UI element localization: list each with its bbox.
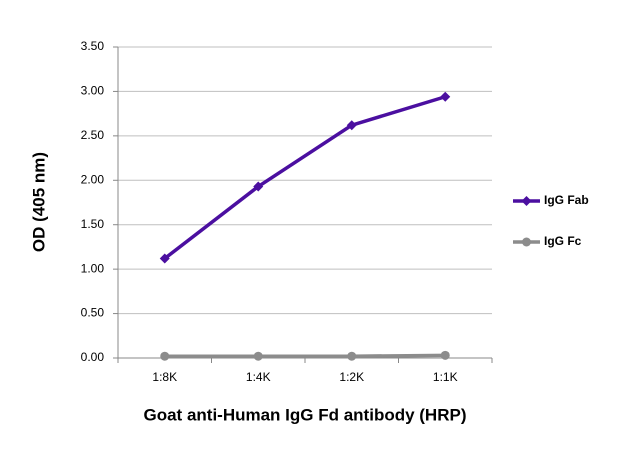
y-tick-label: 3.50 [81,39,105,53]
data-point [440,350,450,360]
legend-marker [521,196,532,206]
y-tick-label: 0.00 [81,350,105,364]
legend-marker [522,237,531,247]
data-point [253,351,263,361]
y-tick-label: 1.50 [81,217,105,231]
y-tick-label: 3.00 [81,84,105,98]
data-point [347,351,357,361]
x-axis-title: Goat anti-Human IgG Fd antibody (HRP) [144,405,467,424]
y-tick-label: 0.50 [81,306,105,320]
data-point [440,91,451,102]
series-line [163,95,446,260]
x-tick-label: 1:4K [246,370,271,384]
y-axis-title: OD (405 nm) [29,152,48,252]
data-point [253,181,264,192]
data-point [159,253,170,264]
y-tick-label: 2.50 [81,128,105,142]
legend-label: IgG Fab [544,193,589,207]
x-tick-label: 1:2K [339,370,364,384]
data-point [346,120,357,131]
y-tick-label: 1.00 [81,261,105,275]
x-tick-label: 1:8K [152,370,177,384]
series-line [164,353,446,358]
x-tick-label: 1:1K [433,370,458,384]
data-point [160,351,170,361]
y-tick-label: 2.00 [81,172,105,186]
legend-label: IgG Fc [544,234,582,248]
